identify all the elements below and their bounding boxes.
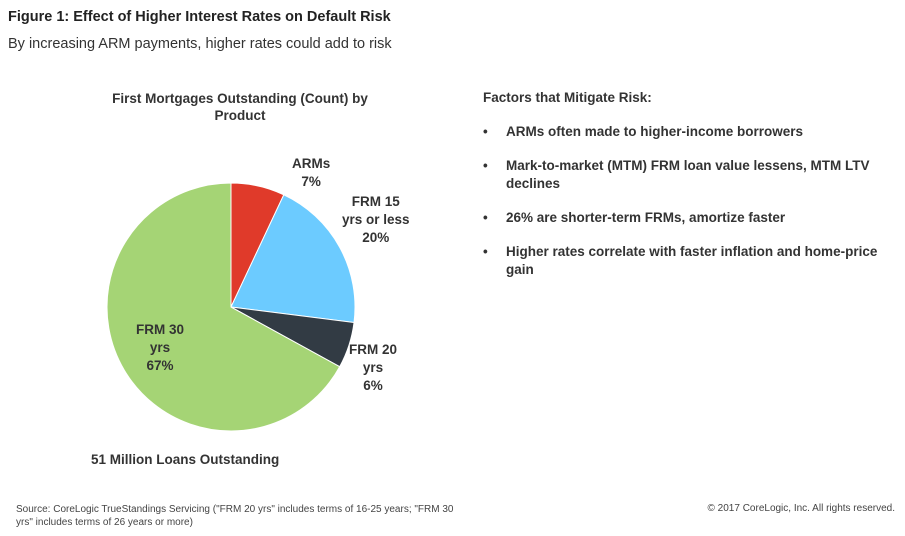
slice-label-arms: ARMs 7%	[292, 155, 330, 191]
slice-label-line: yrs	[149, 340, 171, 355]
slice-label-frm-30: FRM 30 yrs 67%	[136, 321, 184, 375]
slice-label-line: 6%	[363, 378, 383, 393]
factor-text: Mark-to-market (MTM) FRM loan value less…	[506, 158, 870, 191]
factor-text: 26% are shorter-term FRMs, amortize fast…	[506, 210, 786, 225]
bullet-icon: •	[483, 210, 488, 225]
factors-heading: Factors that Mitigate Risk:	[483, 90, 652, 105]
factor-text: Higher rates correlate with faster infla…	[506, 244, 878, 277]
slice-label-line: FRM 15	[351, 194, 400, 209]
bullet-icon: •	[483, 158, 488, 173]
factor-text: ARMs often made to higher-income borrowe…	[506, 124, 804, 139]
slice-label-line: 67%	[146, 358, 174, 373]
slice-label-line: FRM 20	[349, 342, 398, 357]
factor-item: • Mark-to-market (MTM) FRM loan value le…	[483, 157, 883, 193]
total-loans-label: 51 Million Loans Outstanding	[91, 452, 280, 467]
slice-label-line: 20%	[362, 230, 390, 245]
factors-list: • ARMs often made to higher-income borro…	[483, 123, 883, 295]
slice-label-line: yrs or less	[342, 212, 410, 227]
factor-item: • 26% are shorter-term FRMs, amortize fa…	[483, 209, 883, 227]
figure-title: Figure 1: Effect of Higher Interest Rate…	[8, 9, 391, 25]
slice-label-frm-20: FRM 20 yrs 6%	[349, 341, 397, 395]
pie-slice-frm-15-yrs-or-less	[230, 194, 356, 324]
source-note: Source: CoreLogic TrueStandings Servicin…	[16, 504, 454, 528]
slice-label-line: FRM 30	[136, 322, 185, 337]
slice-label-line: yrs	[362, 360, 384, 375]
pie-slice-frm-30-yrs	[106, 182, 341, 432]
slice-label-line: 7%	[301, 174, 321, 189]
bullet-icon: •	[483, 124, 488, 139]
bullet-icon: •	[483, 244, 488, 259]
copyright-notice: © 2017 CoreLogic, Inc. All rights reserv…	[707, 503, 895, 514]
chart-title: First Mortgages Outstanding (Count) by P…	[112, 91, 368, 123]
slice-label-frm-15: FRM 15 yrs or less 20%	[342, 193, 410, 247]
factor-item: • ARMs often made to higher-income borro…	[483, 123, 883, 141]
slice-label-line: ARMs	[292, 156, 331, 171]
factor-item: • Higher rates correlate with faster inf…	[483, 243, 883, 279]
figure-subtitle: By increasing ARM payments, higher rates…	[8, 36, 392, 52]
